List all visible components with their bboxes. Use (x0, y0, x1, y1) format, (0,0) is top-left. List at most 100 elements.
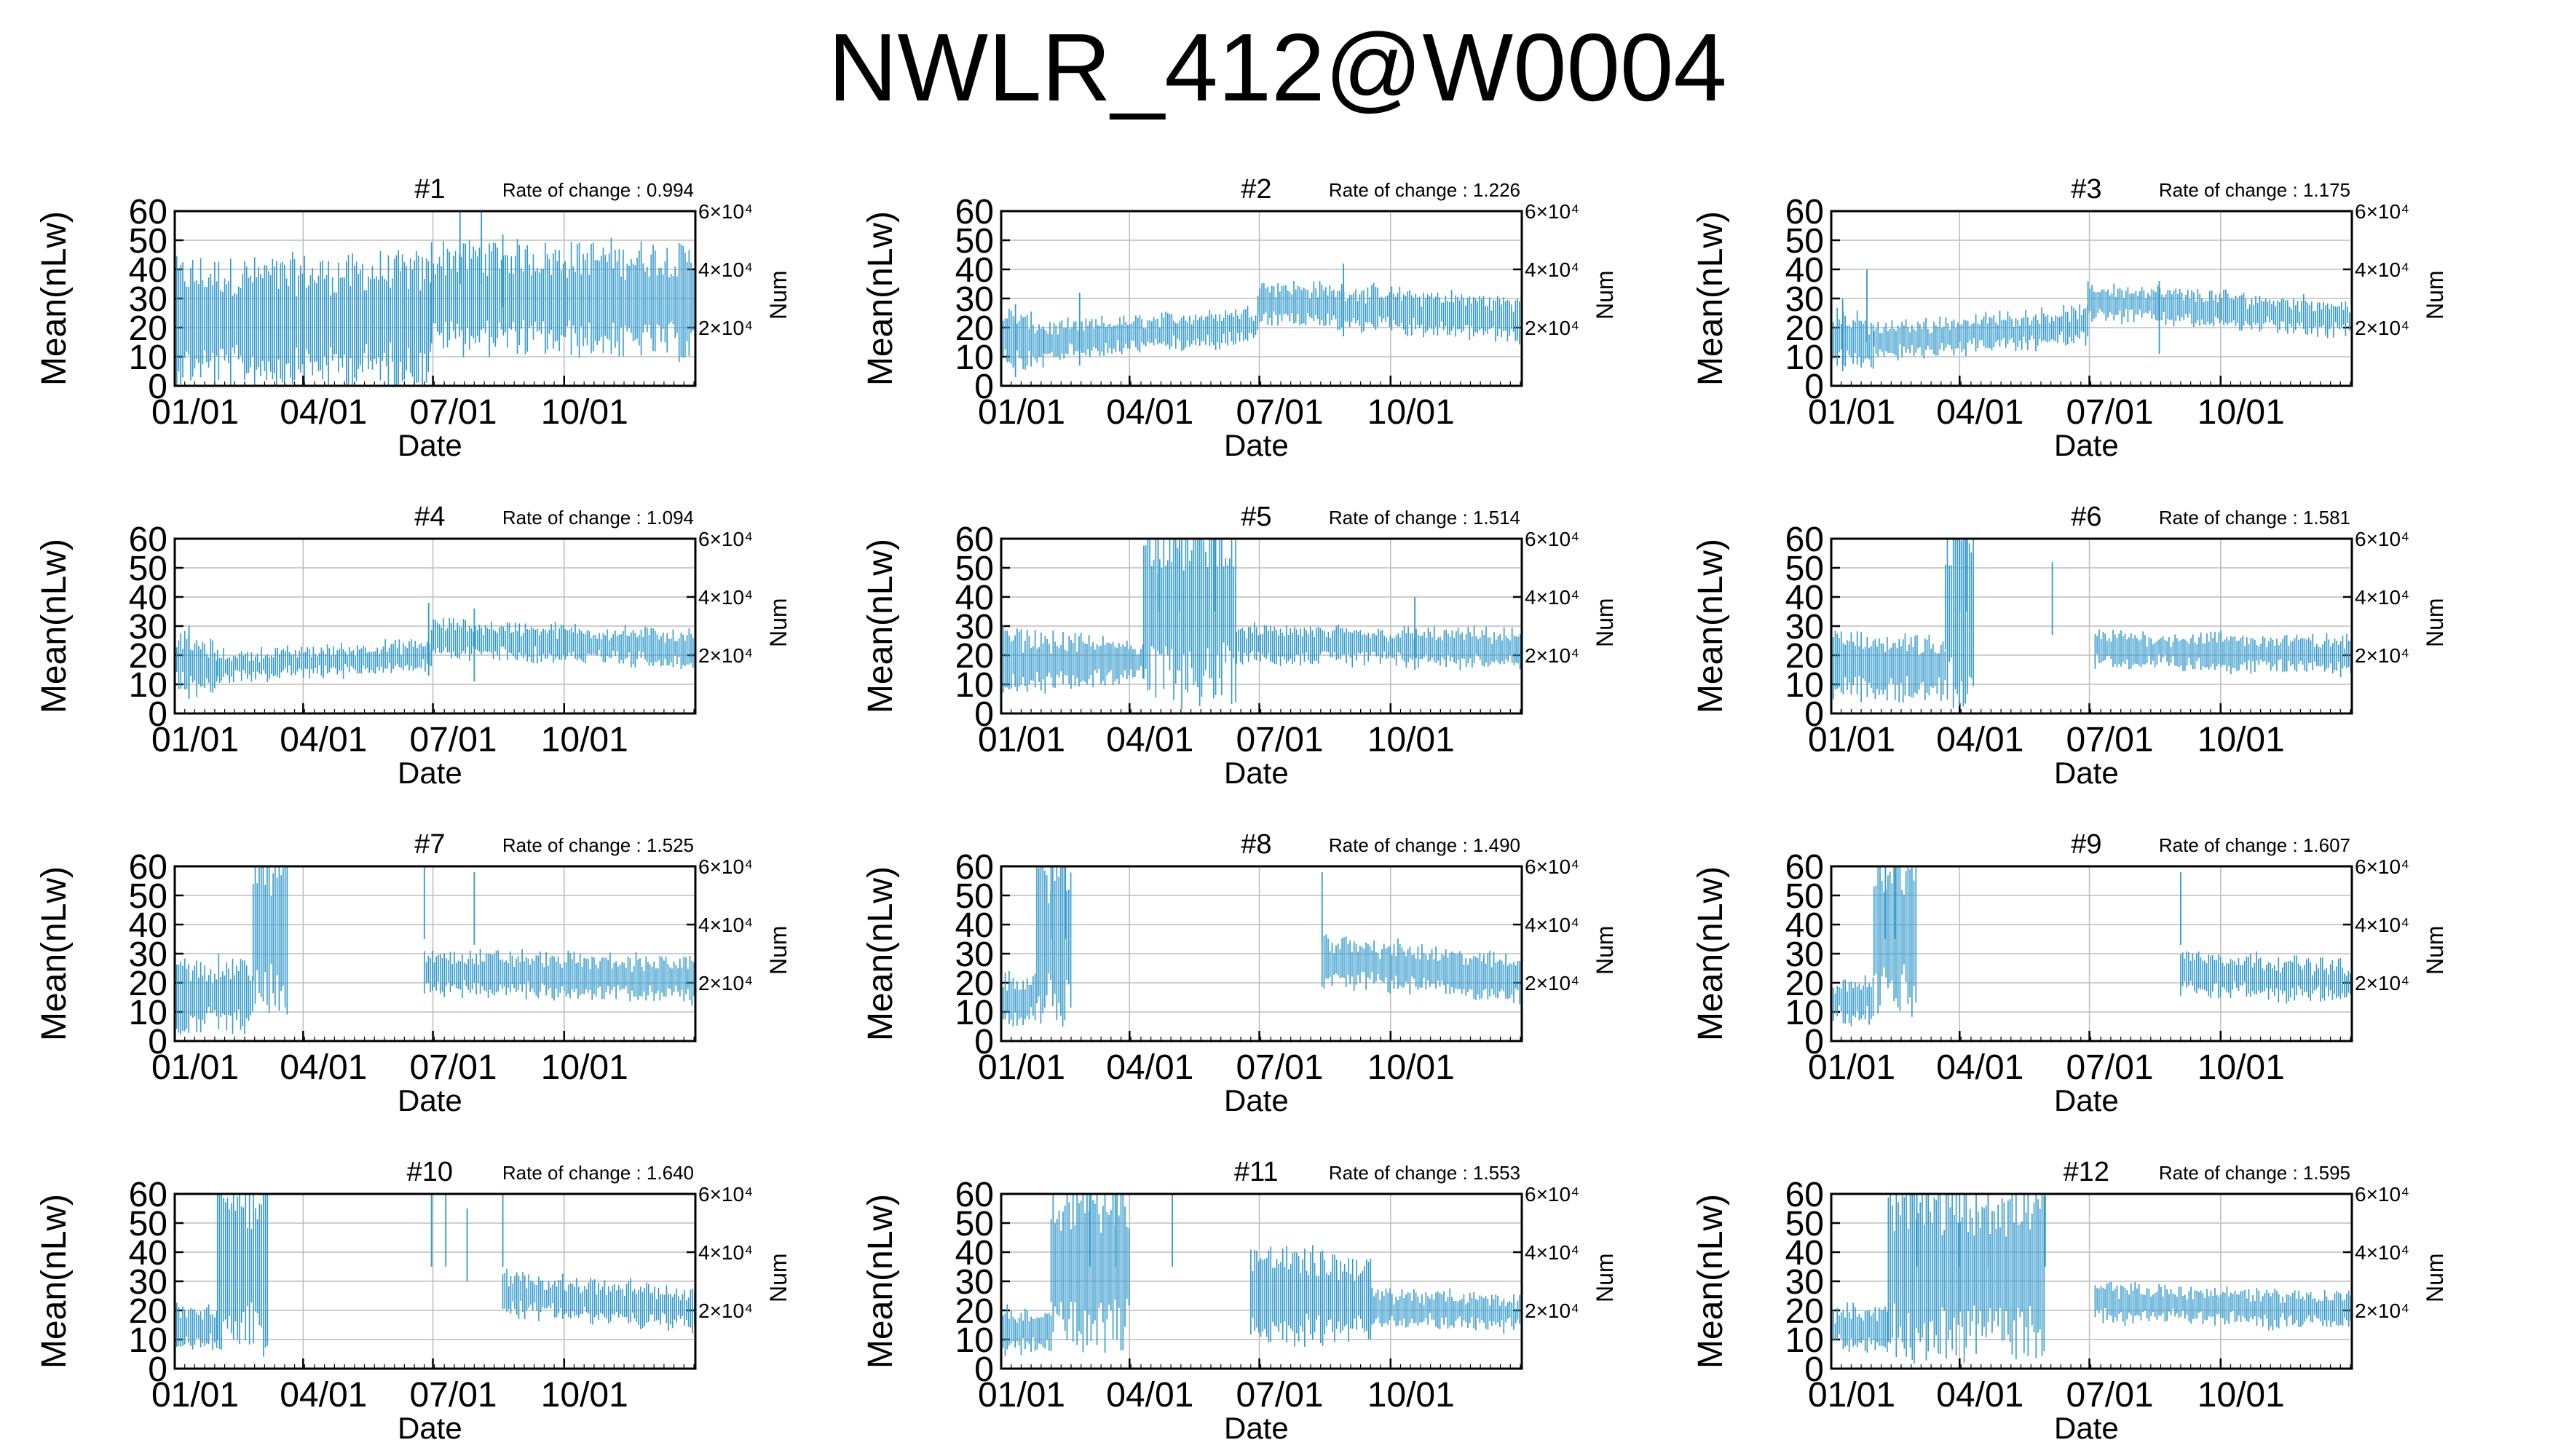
y-tick-label: 30 (1785, 280, 1824, 319)
plot-frame (1830, 865, 2353, 1042)
x-tick-label: 01/01 (1808, 1048, 1895, 1087)
y-tick-label: 10 (129, 666, 167, 705)
plot-frame (173, 537, 697, 715)
x-axis-label: Date (2054, 428, 2119, 462)
y2-tick-label: 6×10⁴ (698, 200, 753, 223)
y-tick-label: 40 (955, 1234, 994, 1273)
panel-title: #7 (414, 829, 445, 860)
y-tick-label: 30 (955, 935, 994, 974)
y2-tick-label: 2×10⁴ (2355, 644, 2409, 667)
x-axis-label: Date (2054, 1083, 2119, 1117)
y-tick-label: 40 (129, 579, 167, 617)
x-tick-label: 01/01 (978, 1048, 1065, 1087)
plot-frame (1000, 210, 1523, 387)
y-tick-label: 50 (129, 1205, 167, 1243)
x-tick-label: 04/01 (280, 1376, 367, 1415)
x-tick-label: 10/01 (541, 721, 628, 759)
x-axis-label: Date (398, 428, 462, 462)
y-tick-label: 20 (955, 965, 994, 1003)
panel-title: #8 (1241, 829, 1271, 860)
y-tick-label: 50 (129, 550, 167, 588)
x-axis-label: Date (2054, 756, 2119, 790)
x-axis-label: Date (1224, 1083, 1289, 1117)
y-tick-label: 20 (129, 637, 167, 676)
y-tick-label: 20 (1785, 965, 1824, 1003)
plot-frame (1830, 537, 2353, 715)
y2-tick-label: 4×10⁴ (2355, 1241, 2409, 1264)
y-tick-label: 40 (1785, 906, 1824, 945)
panel-title: #4 (414, 502, 445, 532)
x-tick-label: 07/01 (2066, 721, 2153, 759)
rate-of-change-label: Rate of change : 1.607 (2159, 834, 2350, 856)
y-tick-label: 20 (129, 309, 167, 348)
series-bars (1000, 539, 1521, 709)
y-tick-label: 10 (1785, 994, 1824, 1032)
y-tick-label: 50 (1785, 222, 1824, 261)
y-axis-label: Mean(nLw) (861, 539, 900, 713)
y-tick-label: 0 (1804, 695, 1824, 734)
y-tick-label: 30 (955, 608, 994, 646)
rate-of-change-label: Rate of change : 1.595 (2159, 1162, 2350, 1184)
y-tick-label: 50 (129, 877, 167, 916)
y2-tick-label: 2×10⁴ (2355, 317, 2409, 339)
y2-tick-label: 2×10⁴ (1525, 644, 1579, 667)
y-tick-label: 50 (955, 222, 994, 261)
y-tick-label: 60 (955, 521, 994, 559)
y2-tick-label: 4×10⁴ (1525, 1241, 1579, 1264)
y-tick-label: 0 (974, 1023, 994, 1061)
y-tick-label: 20 (955, 1292, 994, 1331)
panel-title: #11 (1234, 1157, 1279, 1187)
rate-of-change-label: Rate of change : 1.640 (502, 1162, 694, 1184)
y-axis-label: Mean(nLw) (1691, 866, 1730, 1041)
y2-tick-label: 2×10⁴ (1525, 317, 1579, 339)
series-bars (1831, 269, 2353, 371)
x-tick-label: 07/01 (409, 1376, 497, 1415)
panel-title: #6 (2071, 502, 2101, 532)
x-tick-label: 07/01 (409, 393, 497, 432)
y-tick-label: 50 (1785, 877, 1824, 916)
y-tick-label: 20 (1785, 309, 1824, 348)
series-bars (174, 1194, 695, 1357)
y-tick-label: 30 (129, 608, 167, 646)
x-tick-label: 10/01 (2197, 1376, 2285, 1415)
y2-tick-label: 4×10⁴ (698, 914, 753, 936)
rate-of-change-label: Rate of change : 1.553 (1329, 1162, 1520, 1184)
y2-tick-label: 2×10⁴ (698, 317, 753, 339)
x-tick-label: 10/01 (1367, 1048, 1455, 1087)
y-tick-label: 10 (1785, 339, 1824, 377)
series-bars (174, 866, 695, 1035)
y-tick-label: 40 (955, 906, 994, 945)
y-tick-label: 60 (955, 1176, 994, 1214)
plot-frame (173, 865, 697, 1042)
y2-tick-label: 4×10⁴ (1525, 914, 1579, 936)
y-tick-label: 40 (129, 906, 167, 945)
x-tick-label: 10/01 (541, 393, 628, 432)
x-tick-label: 10/01 (1367, 721, 1455, 759)
x-tick-label: 10/01 (1367, 1376, 1455, 1415)
y2-tick-label: 2×10⁴ (2355, 972, 2409, 994)
y2-tick-label: 6×10⁴ (1525, 855, 1579, 878)
y-tick-label: 30 (955, 280, 994, 319)
y2-tick-label: 4×10⁴ (698, 586, 753, 609)
x-tick-label: 10/01 (1367, 393, 1455, 432)
x-tick-label: 01/01 (1808, 1376, 1895, 1415)
x-tick-label: 07/01 (2066, 1376, 2153, 1415)
panel-title: #10 (407, 1157, 453, 1187)
panel-title: #12 (2064, 1157, 2109, 1187)
plot-frame (1830, 210, 2353, 387)
x-tick-label: 01/01 (1808, 721, 1895, 759)
y-axis-label: Mean(nLw) (35, 1194, 74, 1369)
y2-axis-label: Num (2422, 925, 2448, 975)
y-tick-label: 50 (129, 222, 167, 261)
y2-tick-label: 6×10⁴ (1525, 200, 1579, 223)
y-tick-label: 30 (1785, 1263, 1824, 1302)
y2-axis-label: Num (765, 270, 791, 320)
y-tick-label: 40 (1785, 251, 1824, 290)
x-tick-label: 04/01 (280, 721, 367, 759)
y-tick-label: 10 (129, 1321, 167, 1360)
